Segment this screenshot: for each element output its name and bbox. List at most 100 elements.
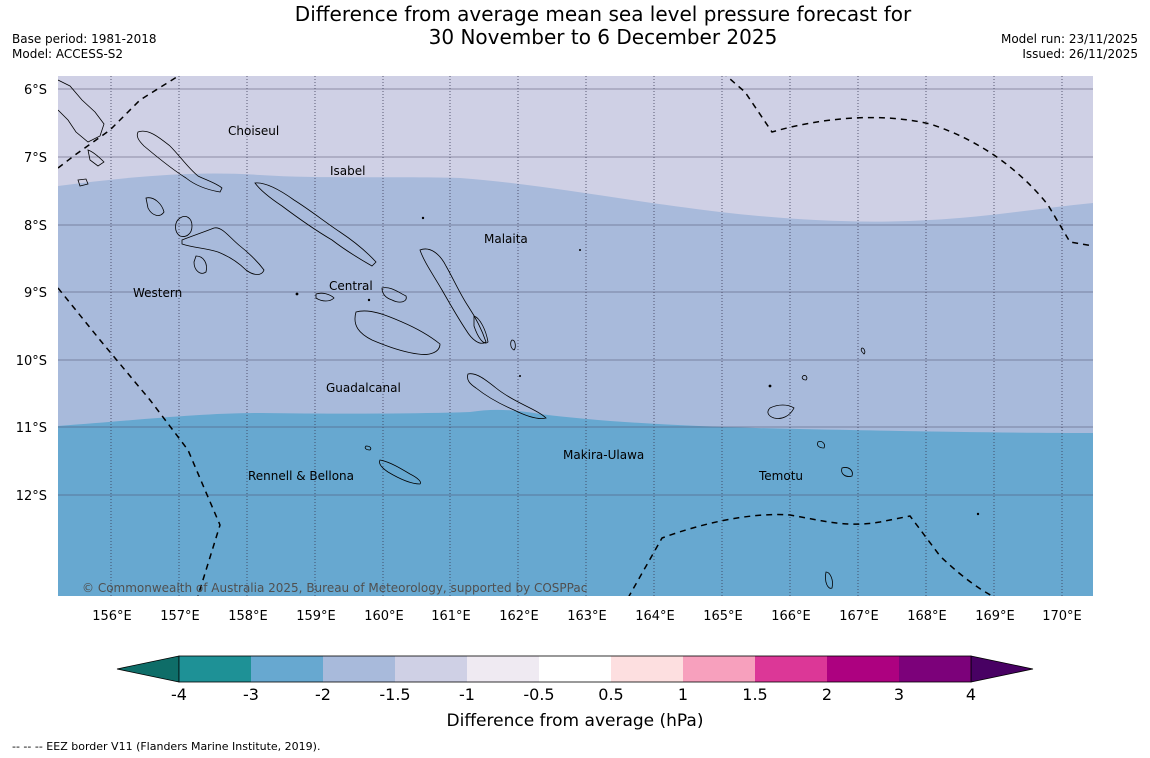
island-rennell bbox=[379, 459, 421, 485]
copyright-notice: © Commonwealth of Australia 2025, Bureau… bbox=[82, 581, 587, 595]
colorbar-label: -1.5 bbox=[379, 685, 410, 704]
island-choiseul bbox=[136, 130, 223, 193]
colorbar-label: 3 bbox=[894, 685, 904, 704]
lon-tick-label: 160°E bbox=[364, 609, 404, 624]
island-new-georgia-group bbox=[181, 227, 265, 275]
colorbar-title: Difference from average (hPa) bbox=[447, 711, 704, 731]
island-vella-lavella bbox=[145, 197, 165, 216]
region-label-isabel: Isabel bbox=[330, 164, 365, 178]
region-label-guadalcanal: Guadalcanal bbox=[326, 381, 401, 395]
lat-tick-label: 12°S bbox=[16, 489, 47, 504]
title-line-1: Difference from average mean sea level p… bbox=[294, 2, 912, 26]
colorbar-swatch bbox=[611, 656, 683, 682]
region-label-temotu: Temotu bbox=[758, 469, 803, 483]
colorbar-swatch bbox=[395, 656, 467, 682]
island-malaita bbox=[419, 248, 487, 344]
colorbar-swatch bbox=[755, 656, 827, 682]
island-florida bbox=[381, 287, 407, 303]
lon-tick-label: 164°E bbox=[635, 609, 675, 624]
colorbar-label: -0.5 bbox=[523, 685, 554, 704]
island-isabel bbox=[254, 182, 377, 267]
colorbar-label: -2 bbox=[315, 685, 331, 704]
island-makira bbox=[467, 373, 547, 419]
island-duff bbox=[860, 347, 866, 355]
coastlines bbox=[58, 79, 866, 589]
pressure-map: Choiseul Isabel Malaita Western Central … bbox=[16, 76, 1093, 731]
island-rendova bbox=[193, 255, 207, 274]
lat-tick-label: 11°S bbox=[16, 421, 47, 436]
colorbar-label: -3 bbox=[243, 685, 259, 704]
island-vanikoro bbox=[817, 441, 825, 449]
colorbar-label: 4 bbox=[966, 685, 976, 704]
colorbar-swatch bbox=[323, 656, 395, 682]
island-maramasike bbox=[473, 315, 489, 344]
island-new-georgia bbox=[175, 216, 193, 237]
lon-tick-label: 161°E bbox=[431, 609, 471, 624]
eez-border-south bbox=[628, 513, 994, 596]
region-labels: Choiseul Isabel Malaita Western Central … bbox=[133, 124, 803, 483]
island-bougainville-south bbox=[87, 149, 105, 167]
colorbar-under-arrow bbox=[116, 655, 180, 683]
colorbar-labels: -4 -3 -2 -1.5 -1 -0.5 0.5 1 1.5 2 3 4 bbox=[171, 685, 976, 704]
colorbar-swatch bbox=[827, 656, 899, 682]
colorbar-swatch bbox=[467, 656, 539, 682]
region-label-rennell-bellona: Rennell & Bellona bbox=[248, 469, 354, 483]
lat-tick-label: 7°S bbox=[24, 151, 47, 166]
lon-tick-label: 156°E bbox=[92, 609, 132, 624]
lat-tick-label: 10°S bbox=[16, 354, 47, 369]
shade-band-dark bbox=[58, 409, 1093, 596]
longitude-tick-labels: 156°E 157°E 158°E 159°E 160°E 161°E 162°… bbox=[92, 609, 1082, 624]
island-anuta bbox=[825, 571, 833, 589]
eez-border-southwest bbox=[58, 287, 221, 596]
lon-tick-label: 167°E bbox=[839, 609, 879, 624]
lon-tick-label: 168°E bbox=[907, 609, 947, 624]
island-bellona bbox=[364, 445, 372, 451]
island-santa-cruz bbox=[767, 404, 795, 419]
lat-tick-label: 8°S bbox=[24, 219, 47, 234]
lon-tick-label: 163°E bbox=[567, 609, 607, 624]
region-label-malaita: Malaita bbox=[484, 232, 528, 246]
small-islets bbox=[295, 216, 980, 516]
base-info: Base period: 1981-2018 Model: ACCESS-S2 bbox=[12, 32, 157, 62]
colorbar-swatch bbox=[899, 656, 971, 682]
map-panel: Choiseul Isabel Malaita Western Central … bbox=[58, 76, 1093, 596]
colorbar-label: -1 bbox=[459, 685, 475, 704]
colorbar-swatch bbox=[251, 656, 323, 682]
colorbar-swatch bbox=[179, 656, 251, 682]
island-bougainville-edge bbox=[58, 79, 105, 143]
island-russell bbox=[315, 292, 335, 302]
eez-border-northwest bbox=[58, 76, 180, 169]
model-run: Model run: 23/11/2025 bbox=[1000, 32, 1138, 46]
lon-tick-label: 169°E bbox=[975, 609, 1015, 624]
lon-tick-label: 157°E bbox=[160, 609, 200, 624]
lon-tick-label: 165°E bbox=[703, 609, 743, 624]
eez-footnote: -- -- -- EEZ border V11 (Flanders Marine… bbox=[12, 740, 321, 753]
island-guadalcanal bbox=[354, 310, 441, 355]
base-period: Base period: 1981-2018 bbox=[12, 32, 157, 46]
colorbar: -4 -3 -2 -1.5 -1 -0.5 0.5 1 1.5 2 3 4 Di… bbox=[116, 655, 1034, 731]
colorbar-label: 0.5 bbox=[598, 685, 623, 704]
latitude-gridlines bbox=[58, 88, 1093, 496]
run-info: Model run: 23/11/2025 Issued: 26/11/2025 bbox=[1001, 32, 1138, 62]
lon-tick-label: 170°E bbox=[1042, 609, 1082, 624]
map-title: Difference from average mean sea level p… bbox=[200, 3, 1006, 49]
latitude-tick-labels: 6°S 7°S 8°S 9°S 10°S 11°S 12°S bbox=[16, 83, 47, 504]
region-label-central: Central bbox=[329, 279, 373, 293]
lon-tick-label: 166°E bbox=[771, 609, 811, 624]
lat-tick-label: 9°S bbox=[24, 286, 47, 301]
eez-border-north bbox=[725, 76, 1093, 247]
lon-tick-label: 159°E bbox=[296, 609, 336, 624]
island-utupua bbox=[841, 467, 853, 477]
island-reef-islands bbox=[801, 375, 808, 381]
colorbar-over-arrow bbox=[970, 655, 1034, 683]
island-ulawa bbox=[510, 339, 516, 351]
region-label-makira-ulawa: Makira-Ulawa bbox=[563, 448, 644, 462]
region-label-western: Western bbox=[133, 286, 182, 300]
colorbar-label: -4 bbox=[171, 685, 187, 704]
lat-tick-label: 6°S bbox=[24, 83, 47, 98]
colorbar-label: 1.5 bbox=[742, 685, 767, 704]
lon-tick-label: 162°E bbox=[499, 609, 539, 624]
lon-tick-label: 158°E bbox=[228, 609, 268, 624]
region-label-choiseul: Choiseul bbox=[228, 124, 279, 138]
colorbar-label: 2 bbox=[822, 685, 832, 704]
